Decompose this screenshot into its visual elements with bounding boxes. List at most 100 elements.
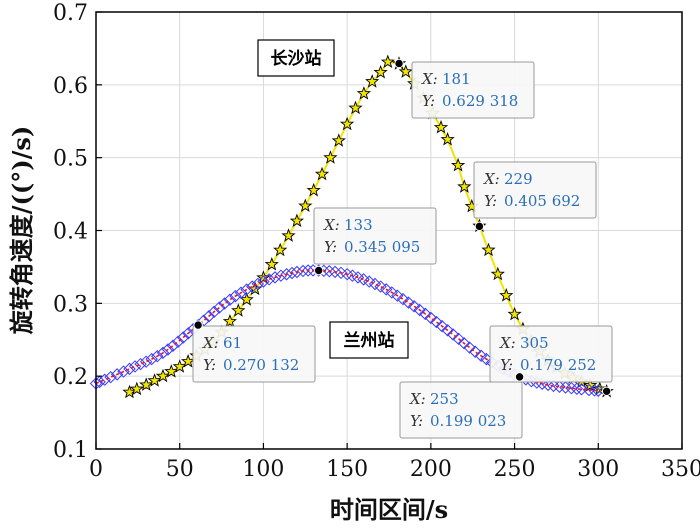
series-point-star [289, 213, 305, 228]
series-point-diamond [229, 289, 242, 303]
datatip-key: X: [499, 334, 516, 352]
y-axis-title: 旋转角速度/((°)/s) [7, 126, 36, 335]
datatip-key: X: [483, 170, 500, 188]
datatip-value: 0.270 132 [223, 356, 299, 374]
datatip-key: X: [202, 334, 219, 352]
datatip-key: X: [409, 390, 426, 408]
series-point-star [281, 228, 296, 242]
series-point-diamond [207, 305, 221, 319]
series-point-diamond [301, 264, 315, 277]
series-point-diamond [363, 275, 376, 288]
datatip: X: 253 Y: 0.199 023 [399, 372, 525, 439]
series-point-diamond [396, 292, 410, 306]
datatip-box [489, 325, 613, 383]
series-point-star [365, 74, 380, 88]
y-tick-label: 0.2 [53, 365, 88, 390]
y-tick-label: 0.7 [53, 1, 88, 26]
series-point-star [155, 368, 171, 383]
y-tick-label: 0.4 [53, 220, 88, 245]
series-point-star [222, 314, 238, 328]
datatip-value: 61 [223, 334, 242, 352]
series-point-diamond [285, 266, 299, 280]
series-point-diamond [177, 331, 190, 344]
series-point-diamond [424, 311, 438, 325]
datatip-value: 0.629 318 [442, 92, 518, 110]
datatip-box [399, 381, 523, 439]
series-point-star [490, 266, 505, 281]
series-point-diamond [223, 293, 237, 306]
y-tick-label: 0.5 [53, 147, 88, 172]
series-point-star [298, 198, 313, 213]
y-tick-label: 0.3 [53, 292, 88, 317]
datatip-point [394, 58, 404, 69]
series-point-star [273, 242, 288, 257]
datatip-key: Y: [500, 356, 513, 374]
series-point-diamond [592, 384, 605, 397]
datatip: X: 133 Y: 0.345 095 [313, 207, 437, 276]
datatip-value: 0.199 023 [430, 412, 506, 430]
series-line [95, 269, 599, 392]
datatip-value: 253 [430, 390, 459, 408]
series-point-diamond [570, 382, 584, 395]
series-point-diamond [452, 332, 465, 346]
datatip: X: 181 Y: 0.629 318 [394, 58, 535, 119]
datatip-value: 133 [344, 216, 373, 234]
series-point-star [380, 54, 395, 69]
x-tick-label: 200 [410, 457, 452, 482]
series-point-diamond [323, 265, 336, 278]
series-point-star [398, 64, 413, 78]
series-point-diamond [134, 357, 147, 371]
series-point-star [507, 306, 522, 321]
series-point-star [139, 377, 154, 391]
series-point-star [348, 100, 363, 115]
series-point-diamond [104, 370, 117, 384]
series-point-star [373, 65, 388, 79]
series-point-diamond [457, 337, 471, 350]
series-point-diamond [182, 327, 195, 340]
datatip-box [411, 61, 535, 119]
series-point-diamond [274, 269, 288, 282]
series-point-star [306, 182, 321, 197]
x-axis-title: 时间区间/s [330, 495, 448, 524]
station-label-box: 长沙站 [257, 39, 335, 77]
series-point-star [164, 364, 179, 378]
datatip-value: 229 [504, 170, 533, 188]
series-point-diamond [419, 307, 432, 321]
series-point-diamond [582, 383, 596, 397]
series-point-diamond [268, 271, 282, 284]
series-point-star [172, 359, 187, 373]
series-point-star [331, 133, 346, 147]
series-point-diamond [145, 352, 158, 366]
datatip-point [193, 320, 203, 330]
datatip-key: Y: [484, 192, 497, 210]
station-label-frame [329, 321, 409, 359]
series-point-star [481, 242, 496, 257]
series-point-diamond [262, 273, 276, 286]
datatip-point [601, 386, 612, 396]
series-point-diamond [296, 264, 310, 278]
x-tick-label: 150 [326, 457, 368, 482]
series-point-diamond [280, 268, 293, 281]
series-point-diamond [541, 378, 555, 392]
station-label-frame [257, 39, 335, 77]
series-point-diamond [171, 335, 185, 348]
series-point-diamond [166, 339, 180, 352]
tick-layer: 0 50 100 150 200 250 300 350 0.1 0.2 0.3 0.4 0.5 0.6 0… [53, 1, 700, 482]
series-point-star [314, 166, 330, 181]
series-point-star [450, 157, 466, 172]
series-point-diamond [565, 381, 578, 395]
datatip-point [514, 372, 525, 382]
series-point-star [457, 179, 472, 193]
series-point-diamond [391, 289, 404, 302]
y-tick-label: 0.6 [53, 74, 88, 99]
datatip-key: Y: [410, 412, 423, 430]
x-tick-label: 250 [494, 457, 536, 482]
datatip-value: 0.345 095 [344, 238, 420, 256]
datatip: X: 229 Y: 0.405 692 [473, 161, 597, 232]
series-point-star [499, 287, 514, 302]
x-tick-label: 350 [661, 457, 700, 482]
series-point-diamond [559, 381, 572, 394]
datatip-box [313, 207, 437, 265]
